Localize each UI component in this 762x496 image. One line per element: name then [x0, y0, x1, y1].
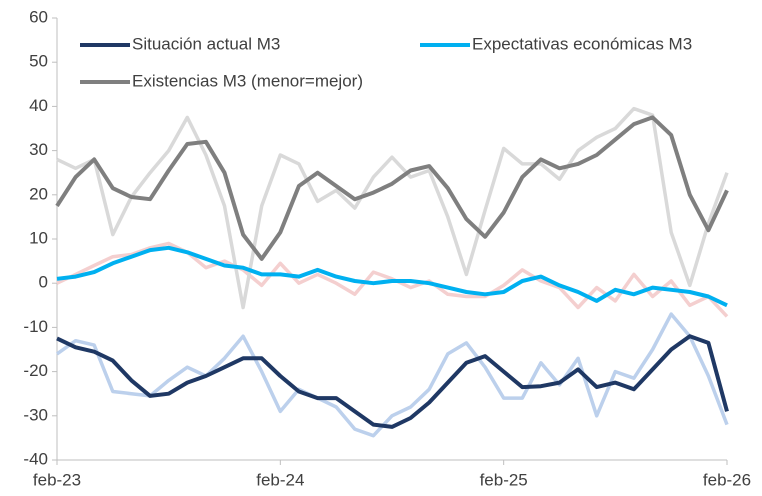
- x-tick-label: feb-25: [480, 470, 528, 489]
- y-tick-label: -40: [23, 449, 48, 468]
- x-tick-label: feb-26: [703, 470, 751, 489]
- y-tick-label: -30: [23, 405, 48, 424]
- y-tick-label: 10: [29, 228, 48, 247]
- line: [56, 106, 729, 310]
- x-tick-label: feb-24: [256, 470, 304, 489]
- y-tick-label: 20: [29, 184, 48, 203]
- line: [55, 115, 729, 261]
- y-tick-label: 40: [29, 96, 48, 115]
- line: [55, 312, 729, 438]
- line: [56, 334, 729, 429]
- x-tick-label: feb-23: [33, 470, 81, 489]
- y-tick-label: -20: [23, 361, 48, 380]
- legend-label: Situación actual M3: [132, 34, 280, 53]
- line: [56, 245, 728, 308]
- line: [56, 241, 729, 318]
- y-tick-label: 0: [39, 273, 48, 292]
- y-tick-label: -10: [23, 317, 48, 336]
- legend-label: Expectativas económicas M3: [472, 34, 692, 53]
- y-tick-label: 30: [29, 140, 48, 159]
- y-tick-label: 50: [29, 52, 48, 71]
- legend-label: Existencias M3 (menor=mejor): [132, 71, 363, 90]
- y-tick-label: 60: [29, 7, 48, 26]
